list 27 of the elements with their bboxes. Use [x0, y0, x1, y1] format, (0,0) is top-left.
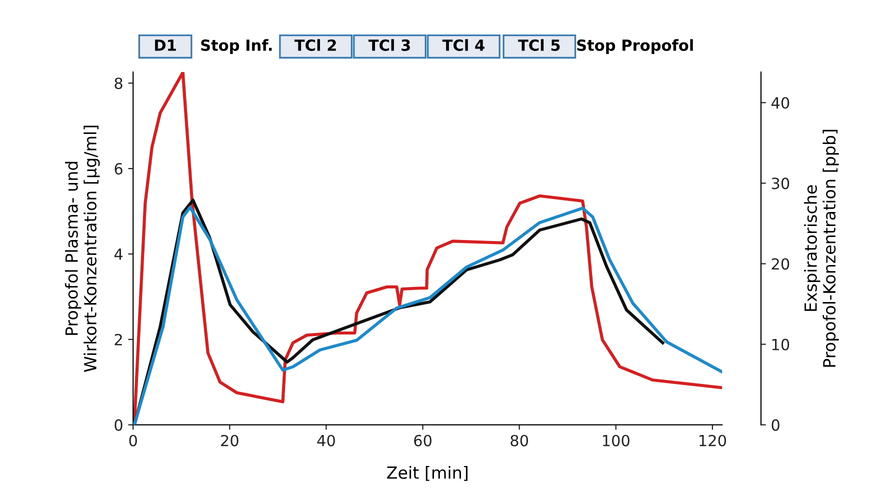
text: Stop Inf. [201, 39, 272, 54]
x-tick-label: 120 [700, 434, 726, 446]
y2-tick-label: 0 [772, 419, 780, 431]
x-tick-label: 0 [129, 434, 137, 446]
text: TCl 3 [368, 39, 410, 51]
y2-tick-label: 20 [772, 258, 790, 270]
x-tick-label: 80 [510, 434, 528, 446]
y2-axis-title: Exspiratorische Propofol-Konzentration [ppb] [804, 130, 839, 367]
y-axis-title: Propofol Plasma- und Wirkort-Konzentration [µg/ml] [64, 126, 100, 372]
y-tick-label: 6 [114, 163, 122, 175]
y2-tick-label: 30 [772, 178, 790, 190]
text: TCl 2 [294, 39, 336, 51]
text: TCl 5 [518, 39, 560, 51]
y-tick-label: 2 [114, 334, 122, 346]
y-tick-label: 4 [114, 248, 123, 260]
x-tick-label: 20 [221, 434, 238, 446]
x-tick-label: 60 [414, 434, 432, 446]
text: D1 [155, 40, 176, 51]
y-tick-label: 0 [114, 419, 122, 431]
text: TCl 4 [442, 39, 484, 51]
x-axis-title: Zeit [min] [387, 466, 468, 481]
y2-tick-label: 40 [771, 97, 790, 109]
text: Stop Propofol [577, 39, 693, 54]
x-tick-label: 40 [317, 434, 335, 446]
y-tick-label: 8 [114, 78, 122, 90]
x-tick-label: 100 [602, 434, 630, 446]
y2-tick-label: 10 [772, 338, 790, 350]
